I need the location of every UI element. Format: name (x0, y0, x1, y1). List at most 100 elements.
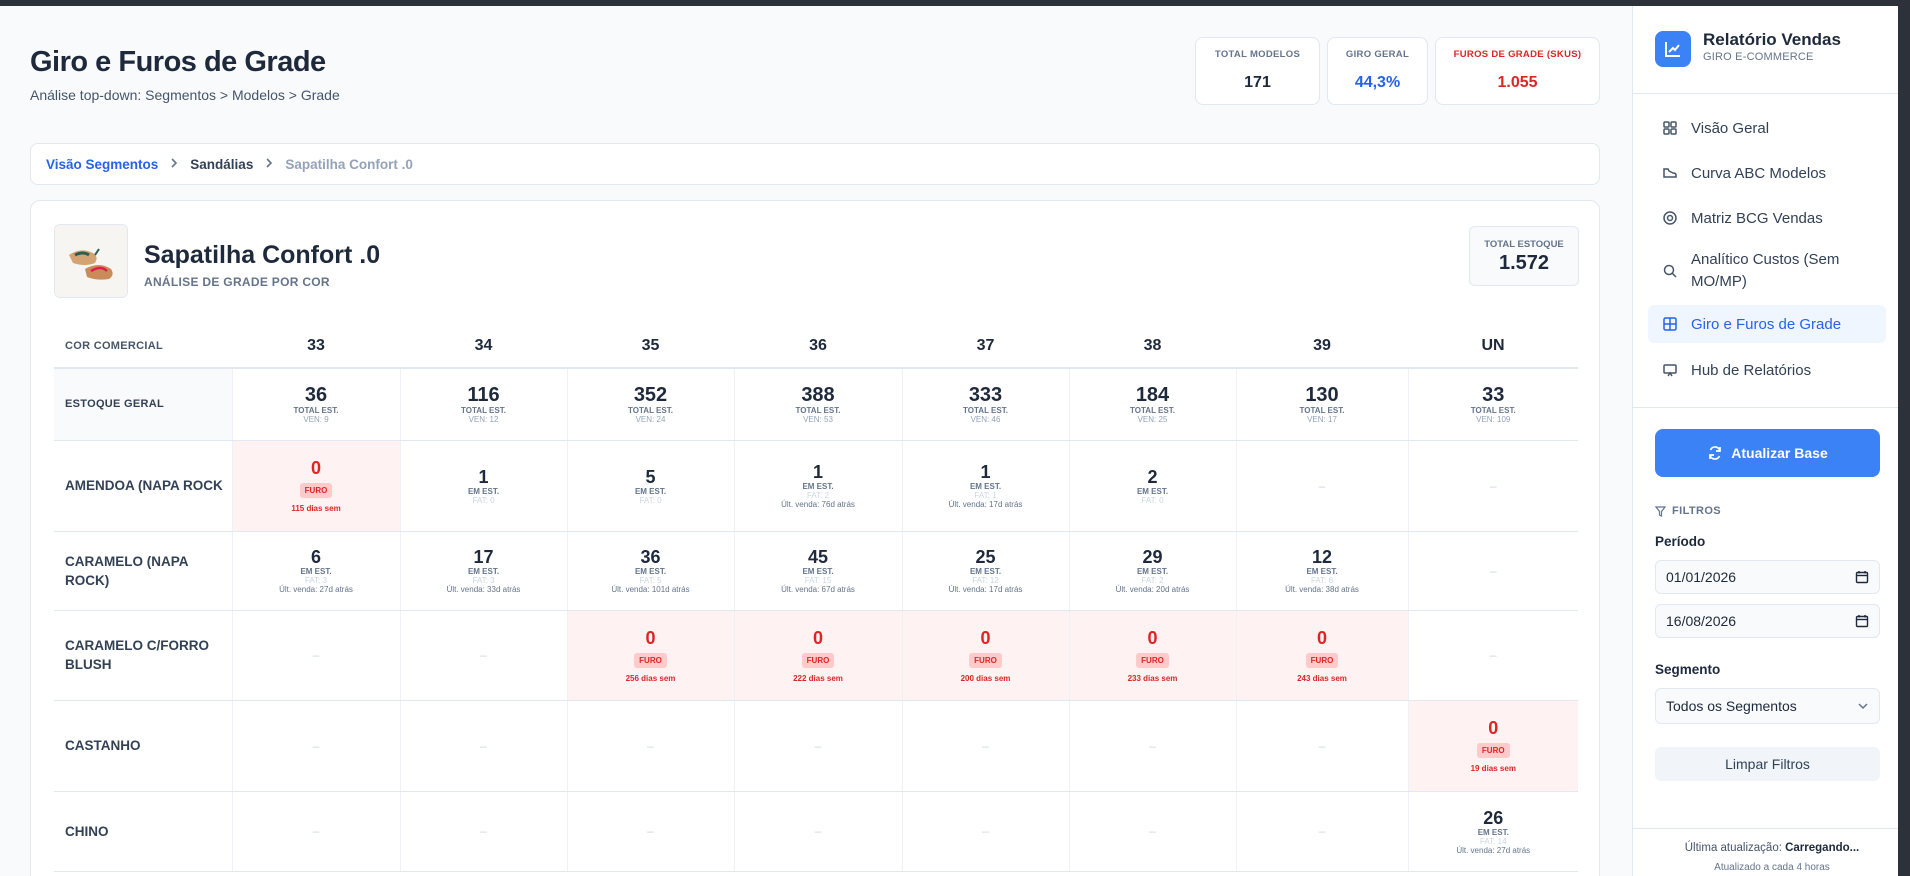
furo-cell[interactable]: 0 FURO 115 dias sem (231, 440, 400, 532)
stock-total-label: TOTAL EST. (1470, 406, 1516, 416)
breadcrumb-segmentos-link[interactable]: Visão Segmentos (46, 156, 159, 172)
cell-stock-label: EM EST. (634, 567, 667, 576)
cell-stock-label: EM EST. (634, 486, 667, 496)
stock-cell: 184 TOTAL EST. VEN: 25 (1068, 368, 1236, 441)
grade-cell[interactable]: 2 EM EST. FAT: 0 (1068, 440, 1236, 532)
grade-cell[interactable]: 29 EM EST. FAT: 2 Últ. venda: 20d atrás (1068, 531, 1236, 611)
empty-dash: – (1149, 738, 1156, 753)
color-row: CHINO – – – – – – – 26 EM EST. FAT: 14 Últ. venda: … (54, 791, 1578, 872)
furo-badge: FURO (1305, 652, 1339, 668)
stock-total: 36 (304, 384, 328, 407)
cell-fat: FAT: 1 (974, 491, 997, 500)
stock-sales: VEN: 53 (803, 415, 833, 425)
cell-fat: FAT: 0 (1141, 495, 1164, 505)
cell-stock: 1 (812, 462, 823, 482)
color-row: AMENDOA (NAPA ROCK 0 FURO 115 dias sem 1 EM E… (54, 440, 1578, 532)
furo-stock: 0 (980, 627, 991, 648)
empty-cell: – (733, 700, 902, 792)
segmento-select[interactable]: Todos os Segmentos (1655, 688, 1880, 724)
nav-giro-furos[interactable]: Giro e Furos de Grade (1648, 305, 1886, 343)
size-header: 34 (400, 324, 567, 369)
empty-cell: – (901, 791, 1069, 872)
empty-cell: – (1235, 700, 1408, 792)
furo-days: 222 dias sem (793, 673, 843, 683)
cell-stock-label: EM EST. (467, 486, 500, 496)
empty-cell: – (1407, 531, 1578, 611)
stock-cell: 388 TOTAL EST. VEN: 53 (733, 368, 902, 441)
nav-visao-geral[interactable]: Visão Geral (1648, 110, 1886, 146)
empty-cell: – (1068, 700, 1236, 792)
segmento-value: Todos os Segmentos (1666, 698, 1797, 714)
furo-cell[interactable]: 0 FURO 200 dias sem (901, 610, 1069, 701)
furo-badge: FURO (299, 483, 333, 498)
empty-dash: – (1318, 478, 1326, 493)
cell-fat: FAT: 5 (639, 576, 662, 585)
kpi-label: TOTAL MODELOS (1214, 49, 1301, 60)
cell-stock: 2 (1147, 466, 1158, 487)
cell-stock-label: EM EST. (1306, 567, 1338, 576)
nav-matriz-bcg[interactable]: Matriz BCG Vendas (1648, 200, 1886, 236)
kpi-value: 171 (1244, 74, 1271, 91)
color-label: CARAMELO (NAPA ROCK) (54, 531, 232, 611)
kpi-total-modelos: TOTAL MODELOS 171 (1195, 37, 1320, 105)
grade-cell[interactable]: 1 EM EST. FAT: 0 (399, 440, 567, 532)
nav-curva-abc[interactable]: Curva ABC Modelos (1648, 155, 1886, 191)
estoque-geral-label: ESTOQUE GERAL (54, 368, 232, 441)
grade-table: COR COMERCIAL 33 34 35 36 37 38 39 UN ES… (54, 324, 1578, 872)
furo-cell[interactable]: 0 FURO 222 dias sem (733, 610, 902, 701)
nav-label: Curva ABC Modelos (1691, 164, 1827, 182)
grade-cell[interactable]: 6 EM EST. FAT: 3 Últ. venda: 27d atrás (231, 531, 400, 611)
furo-cell[interactable]: 0 FURO 19 dias sem (1407, 700, 1578, 792)
atualizar-base-button[interactable]: Atualizar Base (1655, 429, 1880, 477)
nav-label: Matriz BCG Vendas (1691, 209, 1823, 227)
stock-cell: 36 TOTAL EST. VEN: 9 (231, 368, 400, 441)
empty-cell: – (566, 700, 734, 792)
grade-cell[interactable]: 1 EM EST. FAT: 2 Últ. venda: 76d atrás (733, 440, 902, 532)
furo-cell[interactable]: 0 FURO 233 dias sem (1068, 610, 1236, 701)
size-header: 39 (1236, 324, 1408, 369)
grade-cell[interactable]: 26 EM EST. FAT: 14 Últ. venda: 27d atrás (1407, 791, 1578, 872)
color-row: CARAMELO (NAPA ROCK) 6 EM EST. FAT: 3 Últ. v… (54, 531, 1578, 611)
grade-cell[interactable]: 1 EM EST. FAT: 1 Últ. venda: 17d atrás (901, 440, 1069, 532)
empty-dash: – (647, 824, 654, 838)
grade-cell[interactable]: 25 EM EST. FAT: 12 Últ. venda: 17d atrás (901, 531, 1069, 611)
date-from-input[interactable]: 01/01/2026 (1655, 560, 1880, 594)
kpi-value: 44,3% (1354, 74, 1401, 91)
grade-cell[interactable]: 17 EM EST. FAT: 3 Últ. venda: 33d atrás (399, 531, 567, 611)
cell-fat: FAT: 0 (639, 495, 662, 505)
nav-hub-relatorios[interactable]: Hub de Relatórios (1648, 352, 1886, 388)
empty-dash: – (1318, 738, 1326, 753)
kpi-label: GIRO GERAL (1345, 49, 1410, 60)
kpi-giro-geral: GIRO GERAL 44,3% (1327, 37, 1428, 105)
color-label: CASTANHO (54, 700, 232, 792)
cell-last-sale: Últ. venda: 20d atrás (1115, 585, 1190, 594)
chevron-down-icon (1858, 703, 1868, 710)
date-from-value: 01/01/2026 (1666, 569, 1737, 585)
grade-cell[interactable]: 45 EM EST. FAT: 15 Últ. venda: 67d atrás (733, 531, 902, 611)
date-to-input[interactable]: 16/08/2026 (1655, 604, 1880, 638)
color-row: CASTANHO – – – – – – – 0 FURO 19 dias sem (54, 700, 1578, 792)
nav-analitico-custos[interactable]: Analítico Custos (Sem MO/MP) (1648, 246, 1886, 296)
window-scrollbar[interactable] (1898, 6, 1910, 876)
grade-cell[interactable]: 36 EM EST. FAT: 5 Últ. venda: 101d atrás (566, 531, 734, 611)
cell-fat: FAT: 3 (304, 576, 328, 585)
cell-last-sale: Últ. venda: 76d atrás (781, 500, 855, 509)
stock-total-label: TOTAL EST. (293, 406, 339, 416)
grade-card: Sapatilha Confort .0 ANÁLISE DE GRADE PO… (30, 200, 1600, 876)
total-estoque-value: 1.572 (1498, 252, 1550, 274)
cell-stock: 1 (478, 466, 489, 487)
update-frequency-note: Atualizado a cada 4 horas (1714, 862, 1830, 873)
furo-cell[interactable]: 0 FURO 243 dias sem (1235, 610, 1408, 701)
limpar-filtros-button[interactable]: Limpar Filtros (1655, 747, 1880, 781)
cell-fat: FAT: 6 (1310, 576, 1334, 585)
furo-cell[interactable]: 0 FURO 256 dias sem (566, 610, 734, 701)
grade-cell[interactable]: 12 EM EST. FAT: 6 Últ. venda: 38d atrás (1235, 531, 1408, 611)
furo-days: 19 dias sem (1470, 764, 1516, 773)
window-top-bar (0, 0, 1910, 6)
breadcrumb-segment-link[interactable]: Sandálias (190, 156, 254, 172)
grade-cell[interactable]: 5 EM EST. FAT: 0 (566, 440, 734, 532)
size-header: 38 (1069, 324, 1236, 369)
segmento-label: Segmento (1655, 662, 1721, 677)
cell-stock: 5 (645, 466, 656, 487)
brand-title: Relatório Vendas (1703, 30, 1841, 49)
